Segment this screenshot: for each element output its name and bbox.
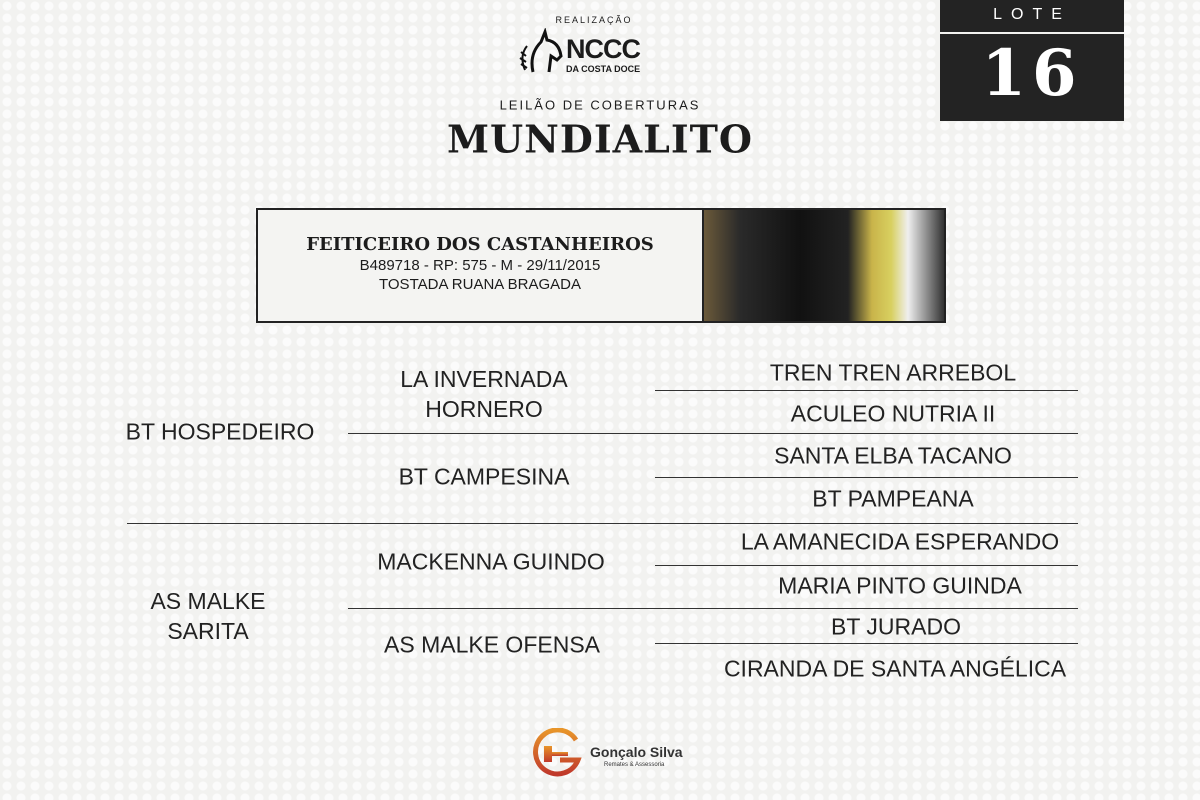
gavel-logo-icon <box>533 728 582 777</box>
horse-logo-icon <box>519 28 563 73</box>
dam-dam: AS MALKE OFENSA <box>383 631 601 658</box>
sire: BT HOSPEDEIRO <box>125 418 315 445</box>
sire-sire: LA INVERNADA HORNERO <box>400 366 568 422</box>
ancestor: BT JURADO <box>831 613 961 640</box>
horse-name: FEITICEIRO DOS CASTANHEIROS <box>306 234 654 255</box>
ancestor: ACULEO NUTRIA II <box>790 400 996 427</box>
divider <box>127 523 1078 524</box>
horse-card: FEITICEIRO DOS CASTANHEIROS B489718 - RP… <box>256 208 946 323</box>
dam-sire: MACKENNA GUINDO <box>377 548 605 575</box>
lot-label: LOTE <box>940 6 1124 34</box>
ancestor: BT PAMPEANA <box>812 485 974 512</box>
divider <box>655 477 1078 478</box>
ancestor: MARIA PINTO GUINDA <box>778 572 1022 599</box>
lot-badge: LOTE 16 <box>940 0 1124 121</box>
footer-brand-name: Gonçalo Silva <box>590 744 683 760</box>
sire-dam: BT CAMPESINA <box>398 463 570 490</box>
divider <box>655 643 1078 644</box>
logo-text: NCCC <box>566 34 641 64</box>
divider <box>655 565 1078 566</box>
event-title: MUNDIALITO <box>446 116 754 162</box>
ancestor: SANTA ELBA TACANO <box>774 442 1012 469</box>
realizacao-label: REALIZAÇÃO <box>555 15 633 25</box>
divider <box>348 433 1078 434</box>
divider <box>348 608 1078 609</box>
lot-number: 16 <box>981 36 1083 111</box>
horse-photo <box>704 210 944 321</box>
horse-coat: TOSTADA RUANA BRAGADA <box>379 276 581 293</box>
logo-subtext: DA COSTA DOCE <box>566 64 641 74</box>
divider <box>655 390 1078 391</box>
footer-tagline: Remates & Assessoria <box>604 762 665 768</box>
ancestor: LA AMANECIDA ESPERANDO <box>740 528 1060 555</box>
ancestor: TREN TREN ARREBOL <box>769 359 1017 386</box>
horse-registry: B489718 - RP: 575 - M - 29/11/2015 <box>359 257 601 274</box>
event-subtitle: LEILÃO DE COBERTURAS <box>499 97 701 113</box>
dam: AS MALKE SARITA <box>150 588 266 644</box>
ancestor: CIRANDA DE SANTA ANGÉLICA <box>723 655 1067 682</box>
